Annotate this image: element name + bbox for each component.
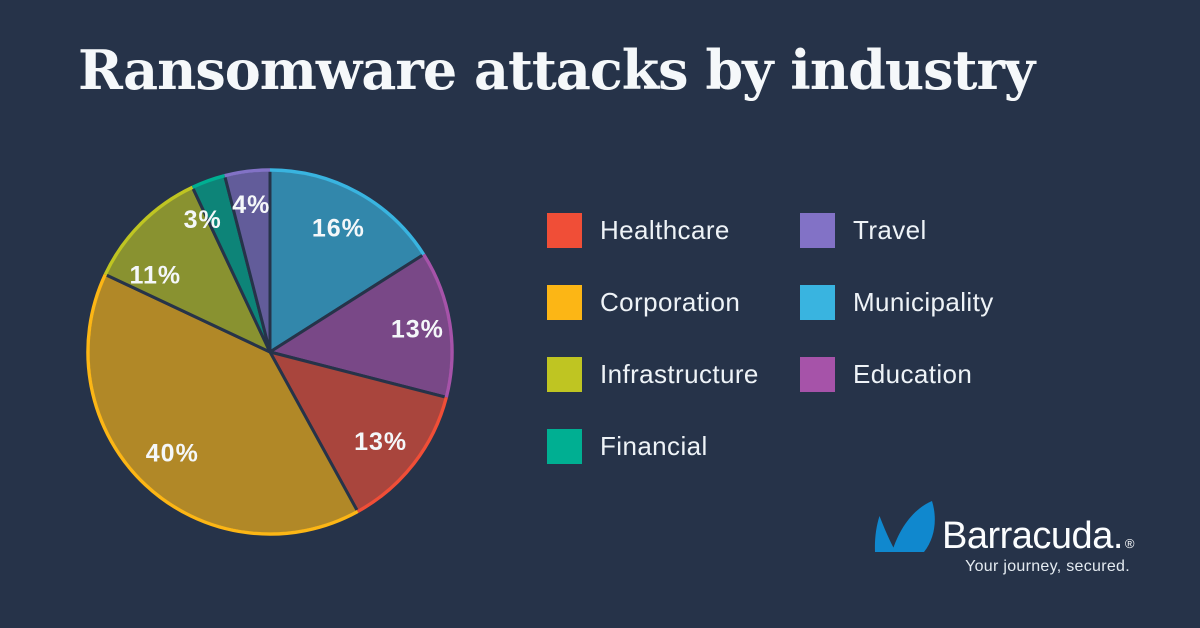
registered-trademark-icon: ® xyxy=(1124,536,1135,551)
barracuda-wordmark-text: Barracuda. xyxy=(942,515,1123,557)
legend-swatch-corporation xyxy=(547,285,582,320)
legend-item-corporation: Corporation xyxy=(547,285,800,320)
legend-label-municipality: Municipality xyxy=(853,287,994,317)
legend-swatch-financial xyxy=(547,429,582,464)
pie-slice-rim-infrastructure xyxy=(103,185,194,276)
legend-label-corporation: Corporation xyxy=(600,287,741,317)
pie-value-label-travel: 4% xyxy=(232,191,270,219)
legend-swatch-municipality xyxy=(800,285,835,320)
barracuda-tagline: Your journey, secured. xyxy=(965,558,1130,575)
legend-label-education: Education xyxy=(853,359,973,389)
legend-swatch-healthcare xyxy=(547,213,582,248)
barracuda-wordmark: Barracuda. ® xyxy=(942,515,1142,558)
legend-item-municipality: Municipality xyxy=(800,285,1053,320)
pie-value-label-infrastructure: 11% xyxy=(129,262,181,290)
pie-slice-rim-corporation xyxy=(86,273,359,536)
page-title: Ransomware attacks by industry xyxy=(78,38,1035,102)
pie-value-label-municipality: 16% xyxy=(312,215,365,243)
legend: Healthcare Corporation Infrastructure Finan… xyxy=(547,213,1053,464)
pie-value-label-education: 13% xyxy=(391,316,444,344)
pie-slice-rim-financial xyxy=(191,174,226,189)
legend-item-financial: Financial xyxy=(547,429,800,464)
barracuda-large-fin xyxy=(892,501,935,552)
legend-column-1: Healthcare Corporation Infrastructure Finan… xyxy=(547,213,800,464)
legend-swatch-education xyxy=(800,357,835,392)
legend-item-travel: Travel xyxy=(800,213,1053,248)
legend-label-financial: Financial xyxy=(600,431,708,461)
barracuda-fins-icon xyxy=(874,501,935,552)
legend-column-2: Travel Municipality Education xyxy=(800,213,1053,464)
pie-chart: 16% 13% 13% 40% 11%3% 4% xyxy=(86,168,454,536)
legend-item-infrastructure: Infrastructure xyxy=(547,357,800,392)
legend-item-education: Education xyxy=(800,357,1053,392)
pie-slice-rim-healthcare xyxy=(356,396,448,513)
pie-value-label-corporation: 40% xyxy=(146,440,199,468)
pie-slice-rim-education xyxy=(422,253,454,398)
pie-value-label-healthcare: 13% xyxy=(354,428,407,456)
pie-slice-rim-travel xyxy=(224,168,271,178)
legend-label-infrastructure: Infrastructure xyxy=(600,359,759,389)
legend-label-healthcare: Healthcare xyxy=(600,215,730,245)
legend-label-travel: Travel xyxy=(853,215,927,245)
pie-value-label-financial: 3% xyxy=(184,206,222,234)
legend-item-healthcare: Healthcare xyxy=(547,213,800,248)
barracuda-small-fin xyxy=(874,516,896,552)
legend-swatch-travel xyxy=(800,213,835,248)
legend-swatch-infrastructure xyxy=(547,357,582,392)
pie-slice-rim-municipality xyxy=(269,168,426,256)
